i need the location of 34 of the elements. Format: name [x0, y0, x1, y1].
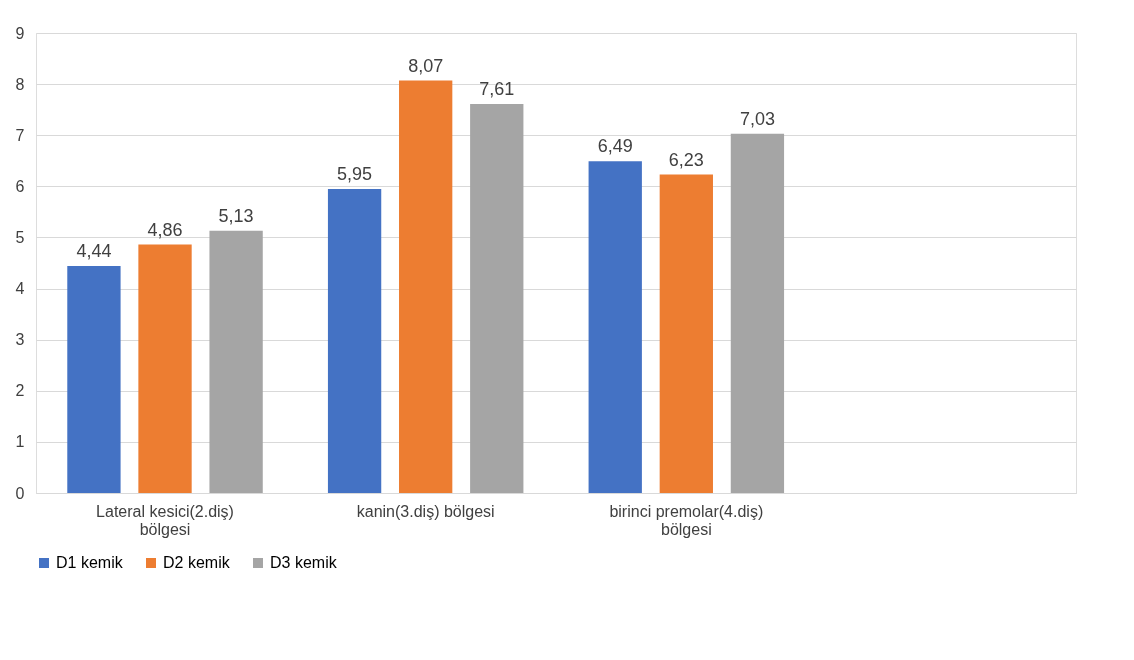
bar — [138, 244, 192, 493]
y-tick-label: 6 — [15, 177, 25, 195]
x-tick-label: Lateral kesici(2.diş) bölgesi — [96, 502, 234, 538]
legend-label: D3 kemik — [270, 554, 338, 571]
data-label: 8,07 — [408, 55, 444, 76]
bar — [399, 80, 453, 493]
data-label: 5,95 — [337, 163, 373, 184]
x-tick-label: kanin(3.diş) bölgesi — [356, 502, 495, 520]
data-label: 6,23 — [668, 149, 704, 170]
y-tick-label: 9 — [15, 24, 25, 42]
y-tick-label: 3 — [15, 331, 25, 349]
data-label: 4,86 — [147, 219, 183, 240]
data-label: 6,49 — [597, 136, 633, 157]
data-label: 7,03 — [739, 108, 775, 129]
bar — [327, 188, 382, 493]
bar — [470, 104, 524, 493]
bar — [730, 133, 785, 493]
bar — [67, 266, 121, 493]
bar — [588, 161, 642, 493]
bar — [659, 174, 713, 493]
y-tick-label: 0 — [15, 484, 25, 502]
data-label: 7,61 — [479, 79, 515, 100]
legend-label: D1 kemik — [56, 554, 124, 571]
bar — [209, 230, 263, 493]
data-label: 5,13 — [218, 205, 254, 226]
y-tick-label: 4 — [15, 280, 25, 298]
y-tick-label: 8 — [15, 75, 25, 93]
y-tick-label: 5 — [15, 228, 25, 246]
y-tick-label: 7 — [15, 126, 25, 144]
x-tick-label: birinci premolar(4.diş) bölgesi — [609, 502, 764, 538]
y-tick-label: 2 — [15, 382, 25, 400]
y-tick-label: 1 — [15, 433, 25, 451]
legend-label: D2 kemik — [163, 554, 231, 571]
data-label: 4,44 — [76, 241, 112, 262]
